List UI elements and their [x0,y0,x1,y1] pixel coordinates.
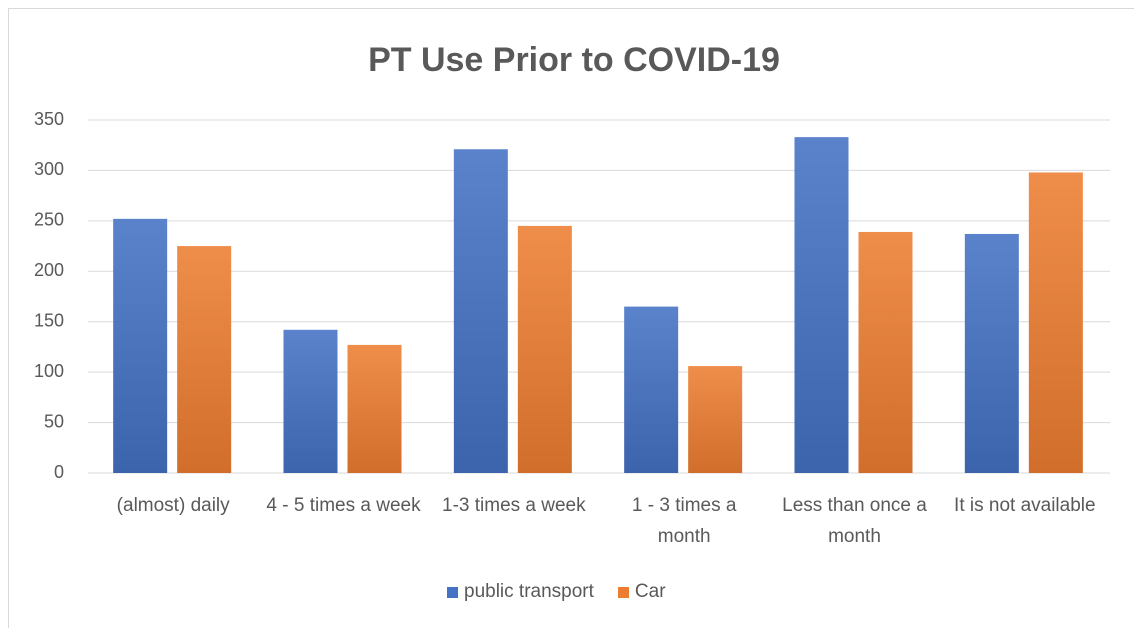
legend-label: Car [634,581,666,602]
y-tick-label: 0 [54,462,64,482]
y-tick-label: 250 [34,210,64,230]
bar [177,246,232,473]
chart-frame [8,8,1134,628]
legend-item: Car [617,578,666,606]
y-tick-label: 50 [44,411,64,431]
bar [283,329,338,473]
y-tick-label: 200 [34,260,64,280]
bar [453,149,508,473]
x-tick-label: It is not available [954,495,1096,516]
legend-item: public transport [447,578,594,606]
legend-label: public transport [464,581,594,602]
y-tick-label: 300 [34,159,64,179]
bar [794,137,849,473]
x-tick-label: Less than once a month [782,495,927,547]
bar [688,366,743,473]
bar [858,231,913,473]
y-tick-label: 100 [34,361,64,381]
y-tick-label: 150 [34,310,64,330]
bar [1028,172,1083,473]
bar [347,344,402,473]
chart-title: PT Use Prior to COVID-19 [368,41,780,79]
bar [113,218,168,473]
x-tick-label: (almost) daily [116,495,230,516]
y-tick-label: 350 [34,109,64,129]
x-tick-label: 1 - 3 times a month [631,495,737,547]
bar [964,233,1019,473]
legend-swatch [617,586,629,598]
x-tick-label: 4 - 5 times a week [266,495,421,516]
bar [624,306,679,473]
legend-swatch [447,586,458,598]
bar [517,225,572,473]
x-tick-label: 1-3 times a week [442,495,586,516]
